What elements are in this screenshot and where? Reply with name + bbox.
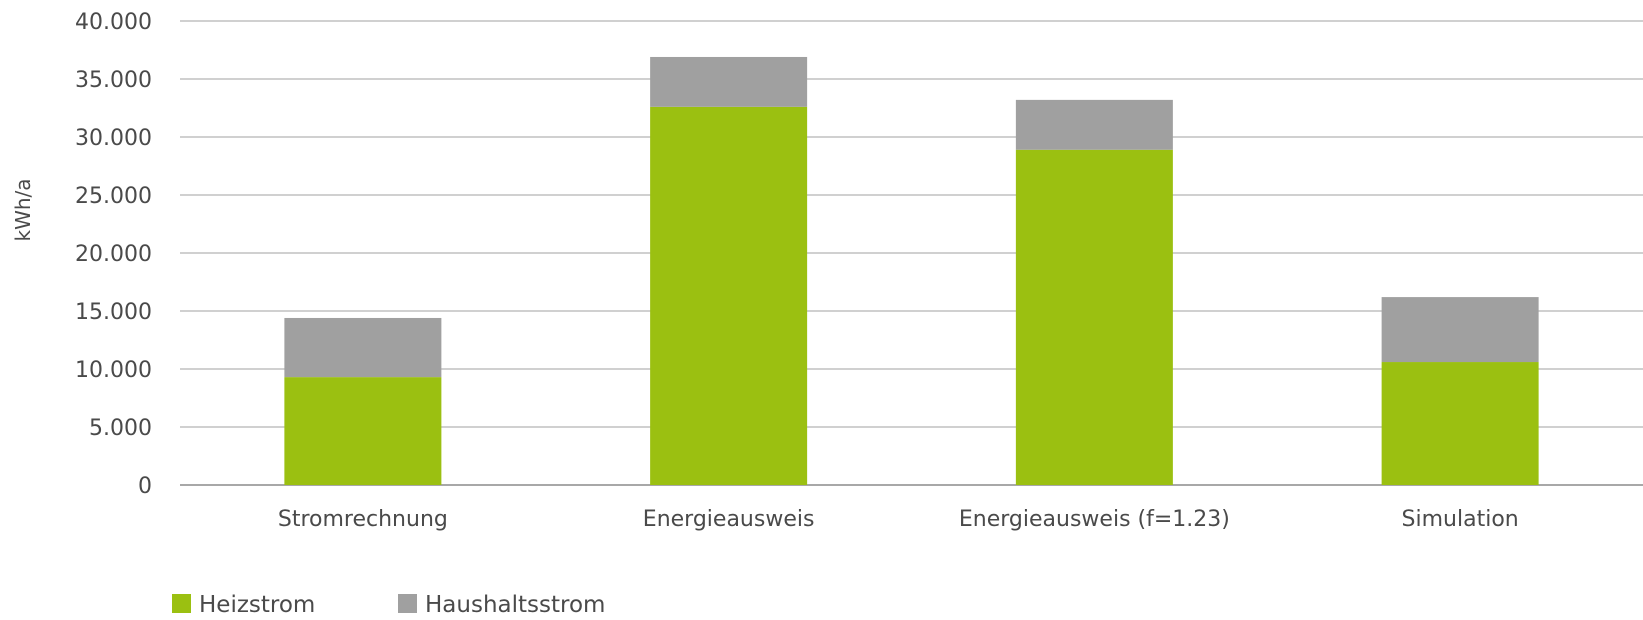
y-tick-label: 30.000 [75, 126, 152, 151]
x-axis-categories: Stromrechnung Energieausweis Energieauswei… [278, 507, 1519, 532]
x-category-label: Energieausweis [643, 507, 815, 532]
y-tick-label: 0 [138, 474, 152, 499]
y-axis-ticks: 0 5.000 10.000 15.000 20.000 25.000 30.000 35.0… [75, 10, 152, 499]
y-tick-label: 40.000 [75, 10, 152, 35]
legend-label-haushaltsstrom: Haushaltsstrom [425, 592, 605, 616]
y-tick-label: 10.000 [75, 358, 152, 383]
y-tick-label: 25.000 [75, 184, 152, 209]
y-tick-label: 5.000 [89, 416, 152, 441]
y-tick-label: 35.000 [75, 68, 152, 93]
bar-heizstrom-0 [284, 377, 442, 485]
legend-swatch-haushaltsstrom [398, 594, 417, 613]
bar-haushaltsstrom-1 [650, 56, 808, 107]
x-category-label: Stromrechnung [278, 507, 448, 532]
bars [284, 56, 1539, 485]
bar-haushaltsstrom-2 [1015, 99, 1173, 150]
y-tick-label: 20.000 [75, 242, 152, 267]
x-category-label: Energieausweis (f=1.23) [959, 507, 1230, 532]
x-category-label: Simulation [1402, 507, 1519, 532]
y-tick-label: 15.000 [75, 300, 152, 325]
bar-heizstrom-3 [1381, 362, 1539, 485]
bar-heizstrom-2 [1015, 149, 1173, 485]
legend-swatch-heizstrom [172, 594, 191, 613]
legend-label-heizstrom: Heizstrom [199, 592, 315, 616]
legend: Heizstrom Haushaltsstrom [172, 592, 605, 618]
bar-haushaltsstrom-3 [1381, 297, 1539, 363]
y-axis-title: kWh/a [11, 178, 35, 241]
bar-haushaltsstrom-0 [284, 317, 442, 378]
bar-heizstrom-1 [650, 106, 808, 485]
